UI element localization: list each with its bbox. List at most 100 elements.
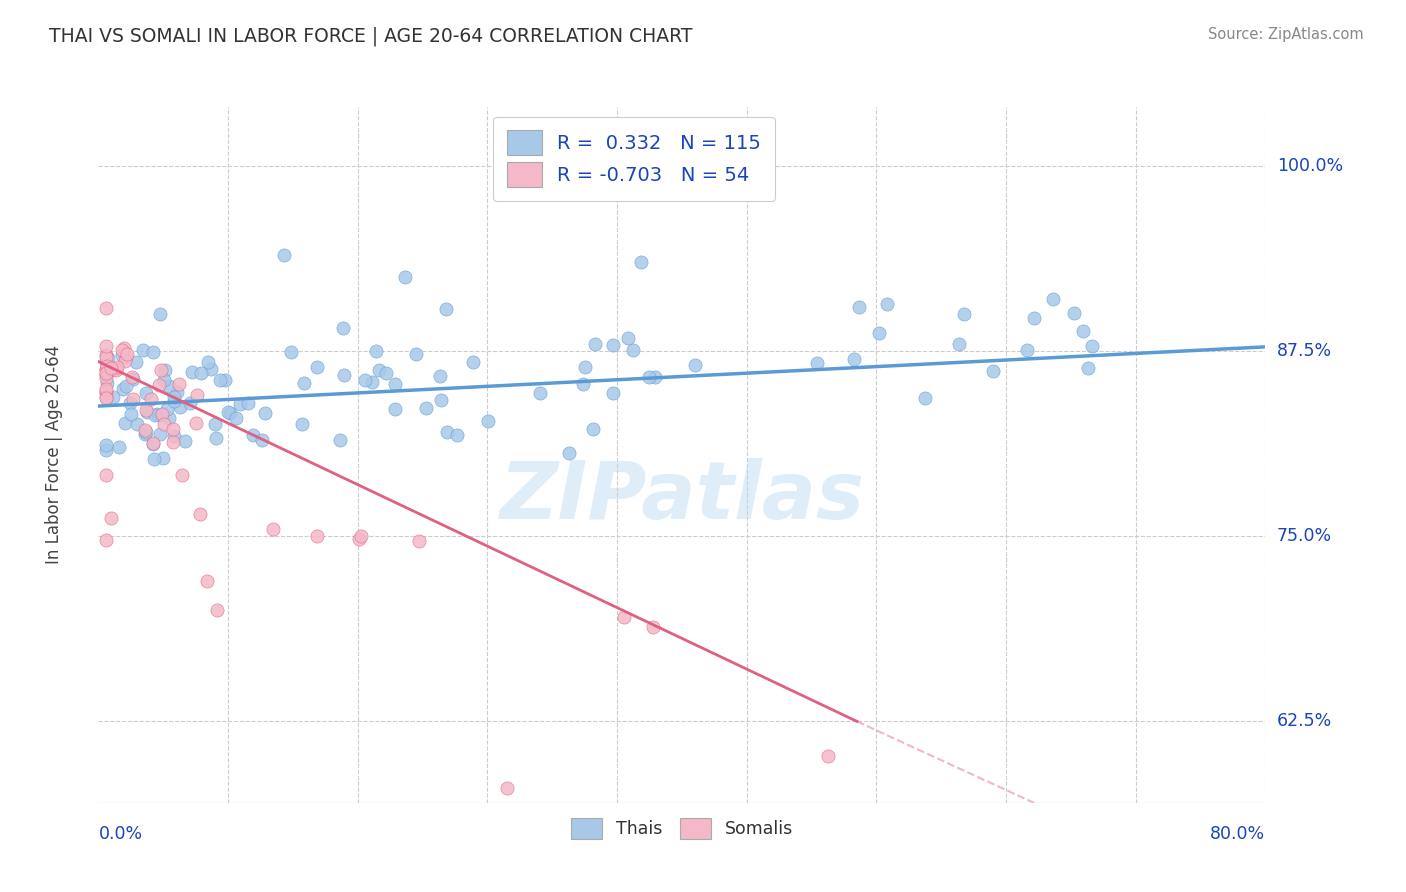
Point xyxy=(114,379,136,393)
Point xyxy=(364,344,387,359)
Point xyxy=(179,396,201,410)
Point xyxy=(162,421,184,435)
Point xyxy=(197,355,219,369)
Point xyxy=(405,347,427,361)
Point xyxy=(94,533,117,547)
Point xyxy=(1077,361,1099,376)
Point xyxy=(152,373,174,387)
Point xyxy=(121,392,143,406)
Point xyxy=(461,354,484,368)
Point xyxy=(558,445,581,459)
Point xyxy=(332,321,354,335)
Point xyxy=(139,392,162,407)
Point xyxy=(169,400,191,414)
Point xyxy=(181,365,204,379)
Point xyxy=(350,529,373,543)
Point xyxy=(114,354,136,368)
Point xyxy=(429,393,451,408)
Point xyxy=(156,402,179,417)
Legend: Thais, Somalis: Thais, Somalis xyxy=(564,811,800,847)
Point xyxy=(125,417,148,431)
Point xyxy=(114,416,136,430)
Point xyxy=(204,417,226,431)
Point xyxy=(142,436,165,450)
Point xyxy=(415,401,437,415)
Text: 0.0%: 0.0% xyxy=(98,825,142,843)
Point xyxy=(291,417,314,431)
Point xyxy=(135,386,157,401)
Point xyxy=(496,780,519,795)
Point xyxy=(163,394,186,409)
Text: 62.5%: 62.5% xyxy=(1277,713,1333,731)
Point xyxy=(1017,343,1039,358)
Point xyxy=(292,376,315,390)
Point xyxy=(125,355,148,369)
Point xyxy=(94,368,117,382)
Point xyxy=(94,382,117,396)
Point xyxy=(574,360,596,375)
Point xyxy=(354,373,377,387)
Point xyxy=(149,307,172,321)
Point xyxy=(94,390,117,404)
Point xyxy=(200,361,222,376)
Point xyxy=(1063,306,1085,320)
Point xyxy=(152,451,174,466)
Point xyxy=(621,343,644,358)
Point xyxy=(612,610,634,624)
Point xyxy=(983,364,1005,378)
Point xyxy=(94,354,117,368)
Point xyxy=(529,386,551,401)
Point xyxy=(132,343,155,358)
Point xyxy=(952,307,974,321)
Point xyxy=(142,345,165,359)
Point xyxy=(253,406,276,420)
Point xyxy=(683,359,706,373)
Point xyxy=(135,402,157,417)
Point xyxy=(638,370,661,384)
Point xyxy=(876,297,898,311)
Point xyxy=(94,367,117,381)
Point xyxy=(94,366,117,380)
Point xyxy=(250,433,273,447)
Point xyxy=(583,337,606,351)
Text: 87.5%: 87.5% xyxy=(1277,343,1333,360)
Point xyxy=(305,360,328,375)
Point xyxy=(166,385,188,400)
Point xyxy=(190,366,212,380)
Point xyxy=(94,301,117,315)
Point xyxy=(174,434,197,449)
Point xyxy=(135,425,157,439)
Point xyxy=(644,369,666,384)
Point xyxy=(225,411,247,425)
Point xyxy=(434,301,457,316)
Point xyxy=(111,382,134,396)
Point xyxy=(868,326,890,340)
Point xyxy=(97,351,120,365)
Point xyxy=(218,406,240,420)
Point xyxy=(602,385,624,400)
Point xyxy=(1071,324,1094,338)
Point xyxy=(94,384,117,398)
Point xyxy=(101,390,124,404)
Point xyxy=(134,423,156,437)
Point xyxy=(148,378,170,392)
Point xyxy=(236,396,259,410)
Point xyxy=(229,397,252,411)
Point xyxy=(142,436,165,450)
Point xyxy=(136,404,159,418)
Point xyxy=(100,511,122,525)
Point xyxy=(96,359,118,373)
Point xyxy=(94,350,117,364)
Point xyxy=(172,468,194,483)
Point xyxy=(1081,339,1104,353)
Point xyxy=(157,411,180,425)
Point xyxy=(100,361,122,376)
Point xyxy=(844,351,866,366)
Point xyxy=(184,416,207,430)
Point xyxy=(110,343,132,358)
Point xyxy=(146,407,169,421)
Point xyxy=(105,363,128,377)
Text: THAI VS SOMALI IN LABOR FORCE | AGE 20-64 CORRELATION CHART: THAI VS SOMALI IN LABOR FORCE | AGE 20-6… xyxy=(49,27,693,46)
Text: 75.0%: 75.0% xyxy=(1277,527,1333,545)
Point xyxy=(169,376,191,391)
